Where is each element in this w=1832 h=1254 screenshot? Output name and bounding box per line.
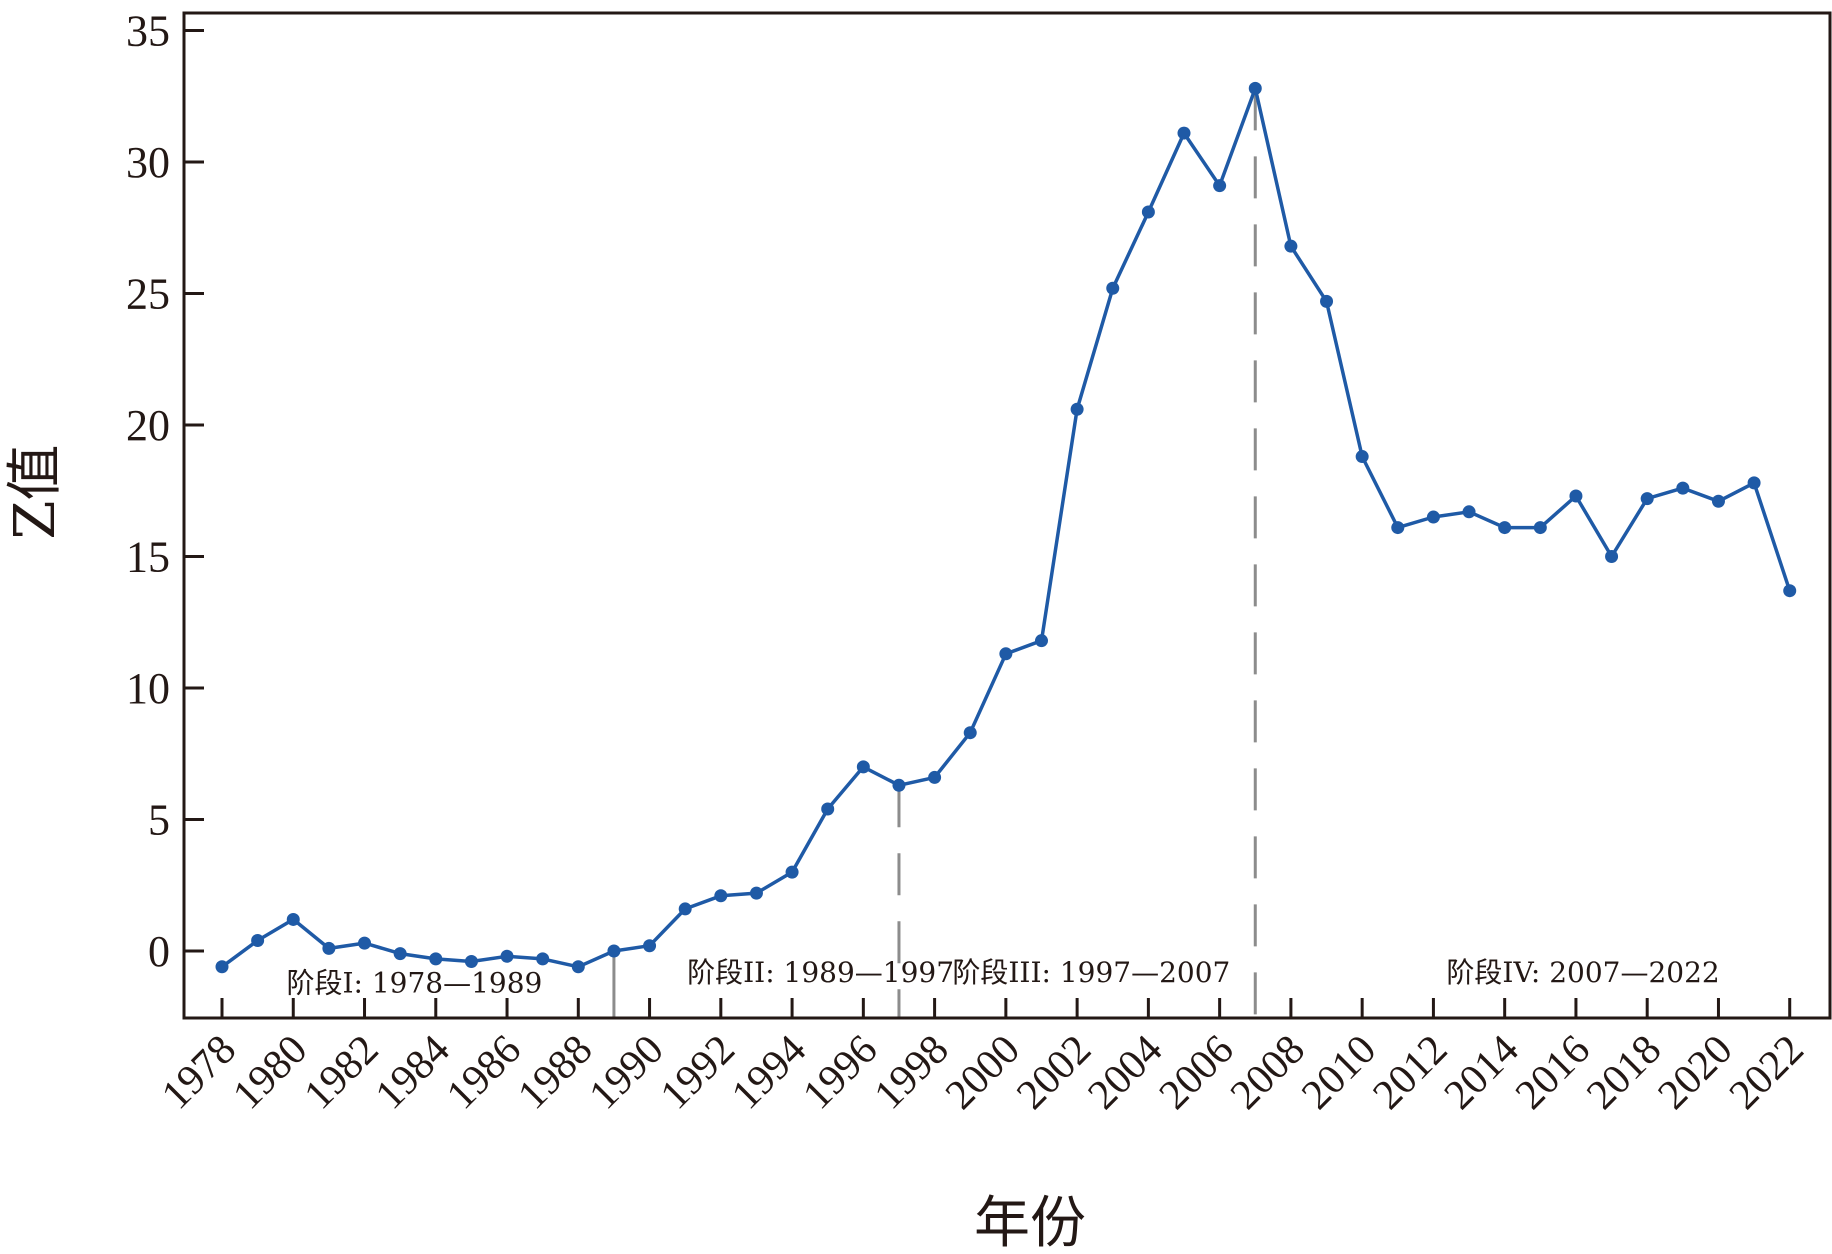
data-point [1320, 294, 1334, 308]
data-point [1498, 521, 1512, 535]
x-tick-label: 1978 [153, 1027, 245, 1119]
data-point [358, 936, 372, 950]
y-tick-label: 15 [126, 533, 170, 582]
phase-label: 阶段I: 1978—1989 [286, 967, 542, 1000]
data-point [215, 960, 229, 974]
plot-frame [182, 11, 1832, 1020]
data-point [1391, 521, 1405, 535]
series-line [220, 86, 1792, 969]
data-point [928, 770, 942, 784]
data-point [1711, 494, 1725, 508]
data-point [1783, 584, 1797, 598]
data-point [821, 802, 835, 816]
phase-dividers [612, 88, 1257, 1018]
data-point [393, 947, 407, 961]
data-point [251, 933, 265, 947]
y-tick-label: 10 [126, 664, 170, 713]
y-tick-label: 30 [126, 138, 170, 187]
phase-label: 阶段II: 1989—1997 [687, 956, 954, 989]
data-point [1462, 505, 1476, 519]
x-tick-label: 1986 [438, 1027, 530, 1119]
data-point [1070, 402, 1084, 416]
x-tick-label: 1998 [866, 1027, 958, 1119]
x-tick-label: 2012 [1365, 1027, 1457, 1119]
data-point [500, 949, 514, 963]
data-point [536, 952, 550, 966]
data-point [1533, 521, 1547, 535]
data-point [1747, 476, 1761, 490]
data-point [714, 889, 728, 903]
axis-titles: 年份 Z值 [3, 445, 1086, 1254]
data-point [429, 952, 443, 966]
y-tick-label: 25 [126, 270, 170, 319]
x-tick-label: 1996 [794, 1027, 886, 1119]
data-point [1284, 239, 1298, 253]
y-tick-label: 20 [126, 401, 170, 450]
x-tick-label: 2004 [1080, 1027, 1172, 1119]
data-point [1676, 481, 1690, 495]
x-tick-label: 2020 [1650, 1027, 1742, 1119]
phase-label: 阶段IV: 2007—2022 [1446, 956, 1719, 989]
data-point [999, 647, 1013, 661]
data-point [785, 865, 799, 879]
axes: 0510152025303519781980198219841986198819… [126, 7, 1832, 1119]
x-tick-label: 2002 [1008, 1027, 1100, 1119]
data-point [1177, 126, 1191, 140]
data-point [1640, 492, 1654, 506]
x-tick-label: 2010 [1293, 1027, 1385, 1119]
data-point [892, 778, 906, 792]
x-tick-label: 2018 [1578, 1027, 1670, 1119]
data-point [643, 939, 657, 953]
data-point [607, 944, 621, 958]
data-point [749, 886, 763, 900]
x-tick-label: 2016 [1507, 1027, 1599, 1119]
x-tick-label: 1980 [224, 1027, 316, 1119]
x-tick-label: 1988 [509, 1027, 601, 1119]
y-tick-label: 5 [148, 796, 170, 845]
data-point [322, 941, 336, 955]
data-point [1034, 634, 1048, 648]
x-tick-label: 1994 [723, 1027, 815, 1119]
y-tick-label: 0 [148, 927, 170, 976]
data-point [1605, 550, 1619, 563]
data-point [1426, 510, 1440, 524]
data-point [1141, 205, 1155, 219]
y-axis-title: Z值 [3, 445, 68, 540]
data-point [963, 726, 977, 740]
data-point [856, 760, 870, 774]
x-axis-title: 年份 [974, 1191, 1086, 1254]
data-point [1569, 489, 1583, 503]
x-tick-label: 1982 [296, 1027, 388, 1119]
x-tick-label: 1984 [367, 1027, 459, 1119]
x-tick-label: 2006 [1151, 1027, 1243, 1119]
x-tick-label: 1990 [581, 1027, 673, 1119]
data-point [1248, 81, 1262, 95]
data-point [1106, 281, 1120, 295]
data-point [571, 960, 585, 974]
data-point [1213, 179, 1227, 193]
data-point [678, 902, 692, 916]
phase-label: 阶段III: 1997—2007 [952, 956, 1230, 989]
x-tick-label: 2014 [1436, 1027, 1528, 1119]
data-point [1355, 450, 1369, 464]
y-tick-label: 35 [126, 7, 170, 56]
data-point [464, 955, 478, 969]
series-group [215, 81, 1797, 974]
x-tick-label: 2000 [937, 1027, 1029, 1119]
x-tick-label: 2008 [1222, 1027, 1314, 1119]
x-tick-label: 2022 [1721, 1027, 1813, 1119]
data-point [286, 912, 300, 926]
x-tick-label: 1992 [652, 1027, 744, 1119]
